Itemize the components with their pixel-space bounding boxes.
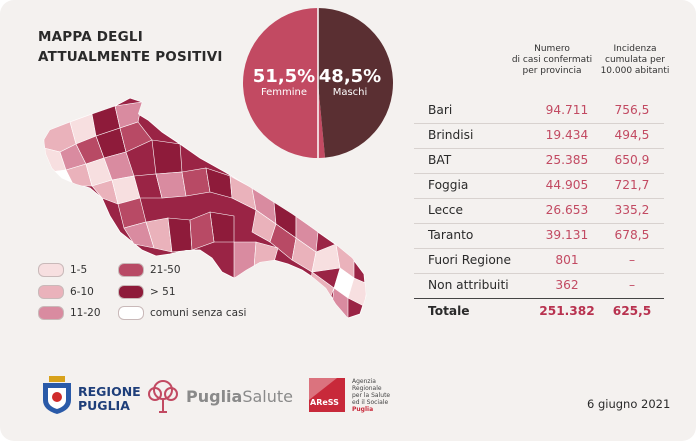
- province-incidence: 335,2: [614, 203, 650, 217]
- table-total-row: Totale 251.382 625,5: [414, 299, 664, 324]
- province-name: Foggia: [428, 178, 469, 192]
- province-cases: 39.131: [545, 228, 589, 242]
- legend-label: 11-20: [70, 307, 101, 319]
- column-header-cases: Numero di casi confermati per provincia: [511, 44, 593, 76]
- total-incidence: 625,5: [612, 304, 652, 318]
- puglia-salute-logo: [145, 378, 181, 418]
- legend-item: comuni senza casi: [118, 306, 246, 320]
- province-incidence: –: [628, 253, 636, 267]
- male-label: Maschi: [332, 87, 368, 98]
- total-divider: [414, 298, 664, 299]
- female-percent: 51,5%: [252, 66, 316, 87]
- legend-swatch: [38, 285, 64, 299]
- aress-description: Agenzia Regionale per la Salute ed il So…: [352, 378, 391, 413]
- legend-label: 1-5: [70, 264, 88, 276]
- province-incidence: 650,9: [614, 153, 650, 167]
- title-line-2: ATTUALMENTE POSITIVI: [38, 49, 223, 65]
- gender-pie-svg: [242, 8, 393, 158]
- legend-label: 6-10: [70, 286, 94, 298]
- province-name: Lecce: [428, 203, 463, 217]
- legend-item: 1-5: [38, 263, 87, 277]
- province-name: BAT: [428, 153, 452, 167]
- table-row: Foggia 44.905 721,7: [414, 173, 664, 199]
- province-cases: 362: [555, 278, 579, 292]
- pie-slice-male: [318, 8, 393, 158]
- legend-label: comuni senza casi: [150, 307, 247, 319]
- puglia-choropleth-map: [43, 97, 367, 319]
- legend-item: 6-10: [38, 285, 94, 299]
- province-incidence: –: [628, 278, 636, 292]
- regione-puglia-text: REGIONE PUGLIA: [78, 384, 141, 413]
- male-percent: 48,5%: [318, 66, 382, 87]
- puglia-salute-text: PugliaSalute: [186, 387, 294, 406]
- province-name: Taranto: [428, 228, 474, 242]
- province-cases: 94.711: [545, 103, 589, 117]
- female-label: Femmine: [260, 87, 308, 98]
- regione-crest-icon: [43, 376, 71, 414]
- legend-swatch: [38, 263, 64, 277]
- legend-swatch: [118, 306, 144, 320]
- province-incidence: 756,5: [614, 103, 650, 117]
- legend-swatch: [118, 285, 144, 299]
- province-incidence: 721,7: [614, 178, 650, 192]
- page-title: MAPPA DEGLI ATTUALMENTE POSITIVI: [38, 27, 223, 67]
- table-row: Brindisi 19.434 494,5: [414, 123, 664, 149]
- aress-logo-icon: [309, 378, 345, 412]
- total-cases: 251.382: [539, 304, 595, 318]
- legend-item: > 51: [118, 285, 176, 299]
- gender-pie-chart: 51,5% Femmine 48,5% Maschi: [242, 8, 393, 158]
- legend-label: 21-50: [150, 264, 181, 276]
- table-row: Taranto 39.131 678,5: [414, 223, 664, 249]
- aress-logo-text: AReSS: [310, 398, 339, 407]
- province-cases: 26.653: [545, 203, 589, 217]
- province-incidence: 678,5: [614, 228, 650, 242]
- tree-icon: [148, 380, 178, 413]
- report-date: 6 giugno 2021: [587, 397, 671, 411]
- province-name: Fuori Regione: [428, 253, 512, 267]
- male-label-group: 48,5% Maschi: [315, 66, 385, 98]
- map-municipalities: [44, 101, 366, 318]
- total-label: Totale: [428, 304, 470, 318]
- regione-puglia-logo: [40, 376, 74, 414]
- legend-item: 11-20: [38, 306, 101, 320]
- province-incidence: 494,5: [614, 128, 650, 142]
- province-name: Non attribuiti: [428, 278, 509, 292]
- legend-item: 21-50: [118, 263, 181, 277]
- legend-label: > 51: [150, 286, 176, 298]
- title-line-1: MAPPA DEGLI: [38, 29, 143, 45]
- table-row: Fuori Regione 801 –: [414, 248, 664, 274]
- province-cases: 801: [555, 253, 579, 267]
- province-cases: 44.905: [545, 178, 589, 192]
- province-name: Bari: [428, 103, 453, 117]
- column-header-incidence: Incidenza cumulata per 10.000 abitanti: [600, 44, 670, 76]
- pie-slice-female: [242, 8, 326, 158]
- province-cases: 25.385: [545, 153, 589, 167]
- table-row: Non attribuiti 362 –: [414, 273, 664, 298]
- province-name: Brindisi: [428, 128, 474, 142]
- aress-logo: AReSS: [307, 376, 347, 414]
- legend-swatch: [118, 263, 144, 277]
- table-row: Lecce 26.653 335,2: [414, 198, 664, 224]
- female-label-group: 51,5% Femmine: [249, 66, 319, 98]
- table-row: BAT 25.385 650,9: [414, 148, 664, 174]
- legend-swatch: [38, 306, 64, 320]
- table-row: Bari 94.711 756,5: [414, 98, 664, 124]
- province-cases: 19.434: [545, 128, 589, 142]
